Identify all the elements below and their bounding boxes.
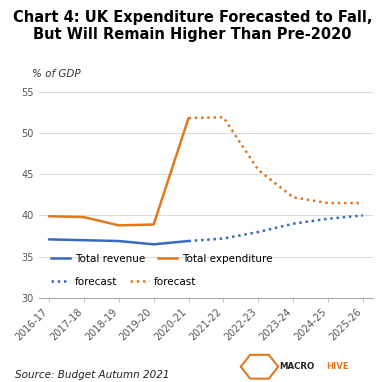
Text: MACRO: MACRO [279, 362, 314, 371]
Legend: forecast, forecast: forecast, forecast [47, 272, 201, 291]
Text: Chart 4: UK Expenditure Forecasted to Fall,
But Will Remain Higher Than Pre-2020: Chart 4: UK Expenditure Forecasted to Fa… [13, 10, 372, 42]
Text: % of GDP: % of GDP [32, 69, 80, 79]
Text: HIVE: HIVE [327, 362, 349, 371]
Text: Source: Budget Autumn 2021: Source: Budget Autumn 2021 [15, 370, 170, 380]
